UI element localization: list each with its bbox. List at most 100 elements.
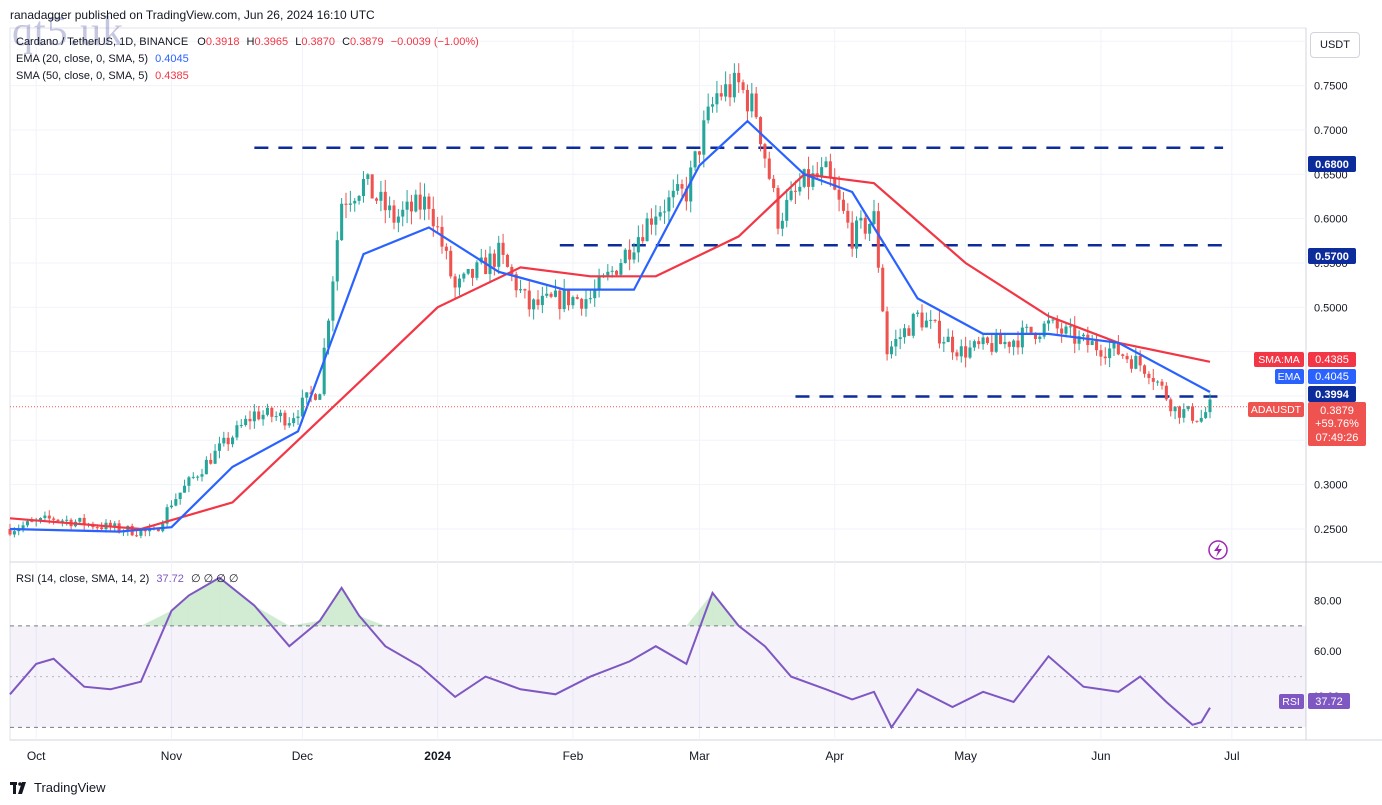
- time-tick-label: Apr: [825, 749, 844, 763]
- price-tick-label: 0.6500: [1314, 169, 1348, 181]
- candle-body: [375, 198, 379, 201]
- candle-body: [501, 242, 505, 255]
- rsi-overbought-fill: [140, 577, 739, 626]
- candle-body: [191, 476, 195, 478]
- candle-body: [798, 186, 802, 192]
- candle-body: [610, 270, 614, 272]
- svg-text:37.72: 37.72: [1315, 696, 1343, 708]
- candle-body: [165, 507, 169, 524]
- price-axis: 0.80000.75000.70000.65000.60000.55000.50…: [1314, 36, 1348, 536]
- price-tick-label: 0.6000: [1314, 214, 1348, 226]
- candle-body: [248, 418, 252, 422]
- candle-body: [964, 346, 968, 358]
- svg-text:0.4045: 0.4045: [1315, 371, 1349, 383]
- time-tick-label: May: [954, 749, 977, 763]
- candlestick-series: [8, 63, 1212, 539]
- candle-body: [1151, 378, 1155, 382]
- rsi-legend[interactable]: RSI (14, close, SMA, 14, 2) 37.72 ∅ ∅ ∅ …: [16, 572, 238, 585]
- price-tick-label: 0.7500: [1314, 81, 1348, 93]
- candle-body: [1042, 323, 1046, 337]
- candle-body: [1103, 356, 1107, 359]
- candle-body: [776, 187, 780, 229]
- candle-body: [95, 527, 99, 529]
- ema-legend-label: EMA (20, close, 0, SMA, 5): [16, 53, 149, 65]
- candle-body: [1003, 341, 1007, 345]
- candle-body: [667, 197, 671, 212]
- currency-selector[interactable]: USDT: [1310, 32, 1360, 58]
- rsi-line: [9, 576, 1211, 730]
- level-3994-badge: 0.3994: [1308, 386, 1356, 402]
- publish-info: ranadagger published on TradingView.com,…: [10, 8, 375, 22]
- candle-body: [689, 167, 693, 202]
- candle-body: [383, 191, 387, 211]
- candle-body: [1160, 381, 1164, 386]
- candle-body: [1064, 326, 1068, 334]
- candle-body: [724, 84, 728, 97]
- candle-body: [628, 249, 632, 260]
- candle-body: [889, 346, 893, 355]
- symbol-name[interactable]: Cardano / TetherUS, 1D, BINANCE: [16, 36, 189, 48]
- candle-body: [558, 290, 562, 310]
- rsi-tick-label: 60.00: [1314, 646, 1342, 658]
- rsi-axis: 80.00 60.00: [1314, 596, 1342, 659]
- time-tick-label: Nov: [161, 749, 182, 763]
- time-tick-label: Jul: [1224, 749, 1239, 763]
- candle-body: [841, 199, 845, 211]
- tradingview-logo[interactable]: TradingView: [10, 780, 106, 795]
- svg-text:RSI: RSI: [1282, 696, 1300, 708]
- rsi-overbought-segment: [254, 605, 290, 626]
- tradingview-icon: [10, 781, 26, 794]
- candle-body: [715, 93, 719, 105]
- candle-body: [1025, 326, 1029, 328]
- rsi-overbought-segment: [686, 592, 713, 626]
- candle-body: [885, 311, 889, 355]
- candle-body: [514, 274, 518, 291]
- candle-body: [1007, 341, 1011, 347]
- ohlc-close-label: C: [342, 36, 351, 48]
- candle-body: [287, 423, 291, 426]
- candle-body: [663, 211, 667, 213]
- candle-body: [1156, 381, 1160, 383]
- candle-body: [820, 167, 824, 177]
- candle-body: [942, 342, 946, 344]
- candle-body: [985, 337, 989, 344]
- candle-body: [1047, 320, 1051, 324]
- candle-body: [1081, 334, 1085, 337]
- candle-body: [505, 254, 509, 267]
- candle-body: [427, 196, 431, 209]
- candle-body: [1095, 341, 1099, 351]
- rsi-overbought-segment: [289, 620, 320, 626]
- candle-body: [244, 418, 248, 426]
- candle-body: [676, 184, 680, 191]
- candle-body: [955, 352, 959, 357]
- ohlc-high: 0.3965: [254, 36, 289, 48]
- candle-body: [1055, 319, 1059, 329]
- candle-body: [1138, 355, 1142, 366]
- candle-body: [405, 201, 409, 210]
- candle-body: [1173, 406, 1177, 412]
- ema-legend-value: 0.4045: [155, 53, 189, 65]
- candle-body: [270, 407, 274, 417]
- candle-body: [693, 151, 697, 168]
- candle-body: [772, 178, 776, 188]
- ema-legend[interactable]: EMA (20, close, 0, SMA, 5) 0.4045: [16, 53, 189, 65]
- candle-body: [924, 320, 928, 328]
- candle-body: [863, 217, 867, 234]
- candle-body: [933, 319, 937, 321]
- candle-body: [1134, 355, 1138, 369]
- sma-legend[interactable]: SMA (50, close, 0, SMA, 5) 0.4385: [16, 70, 189, 82]
- candle-body: [204, 459, 208, 475]
- candle-body: [1020, 327, 1024, 348]
- rsi-tick-label: 80.00: [1314, 596, 1342, 608]
- candle-body: [567, 290, 571, 306]
- price-tick-label: 0.5000: [1314, 302, 1348, 314]
- candle-body: [1164, 385, 1168, 400]
- candle-body: [431, 208, 435, 227]
- candle-body: [780, 220, 784, 229]
- candle-body: [235, 425, 239, 438]
- lightning-icon[interactable]: [1208, 540, 1228, 560]
- sma-legend-label: SMA (50, close, 0, SMA, 5): [16, 70, 149, 82]
- candle-body: [331, 281, 335, 321]
- candle-body: [296, 416, 300, 419]
